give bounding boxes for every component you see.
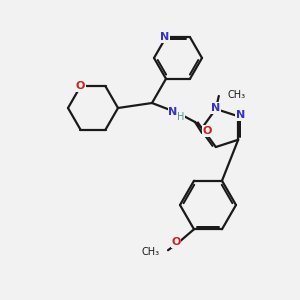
Text: O: O [171,237,181,247]
Text: N: N [236,110,245,120]
Text: N: N [160,32,169,42]
Text: CH₃: CH₃ [228,90,246,100]
Text: O: O [202,126,212,136]
Text: N: N [211,103,220,113]
Text: H: H [177,112,185,122]
Text: N: N [168,107,178,117]
Text: CH₃: CH₃ [142,247,160,257]
Text: O: O [76,81,85,91]
